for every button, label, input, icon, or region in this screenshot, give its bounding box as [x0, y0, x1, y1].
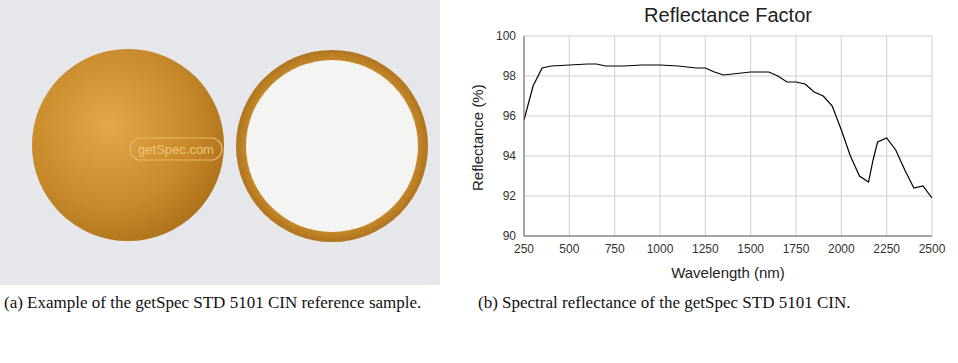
- svg-text:750: 750: [605, 242, 625, 256]
- svg-text:2500: 2500: [919, 242, 946, 256]
- svg-text:90: 90: [503, 229, 517, 243]
- html-text:Reflectance Factor: Reflectance Factor: [644, 4, 812, 26]
- svg-text:1500: 1500: [737, 242, 764, 256]
- svg-text:1250: 1250: [692, 242, 719, 256]
- svg-text:Wavelength (nm): Wavelength (nm): [671, 264, 785, 281]
- html-text:(a) Example of the getSpec STD: (a) Example of the getSpec STD 5101 CIN …: [4, 293, 422, 312]
- svg-text:96: 96: [503, 109, 517, 123]
- svg-text:92: 92: [503, 189, 517, 203]
- svg-text:2250: 2250: [873, 242, 900, 256]
- svg-text:1750: 1750: [783, 242, 810, 256]
- svg-text:1000: 1000: [647, 242, 674, 256]
- html-text:(b) Spectral reflectance of th: (b) Spectral reflectance of the getSpec …: [478, 293, 851, 312]
- svg-text:getSpec.com: getSpec.com: [138, 142, 214, 157]
- svg-text:98: 98: [503, 69, 517, 83]
- svg-text:Reflectance (%): Reflectance (%): [469, 84, 486, 191]
- svg-text:2000: 2000: [828, 242, 855, 256]
- svg-text:94: 94: [503, 149, 517, 163]
- svg-text:500: 500: [559, 242, 579, 256]
- svg-text:250: 250: [514, 242, 534, 256]
- svg-text:100: 100: [496, 30, 516, 43]
